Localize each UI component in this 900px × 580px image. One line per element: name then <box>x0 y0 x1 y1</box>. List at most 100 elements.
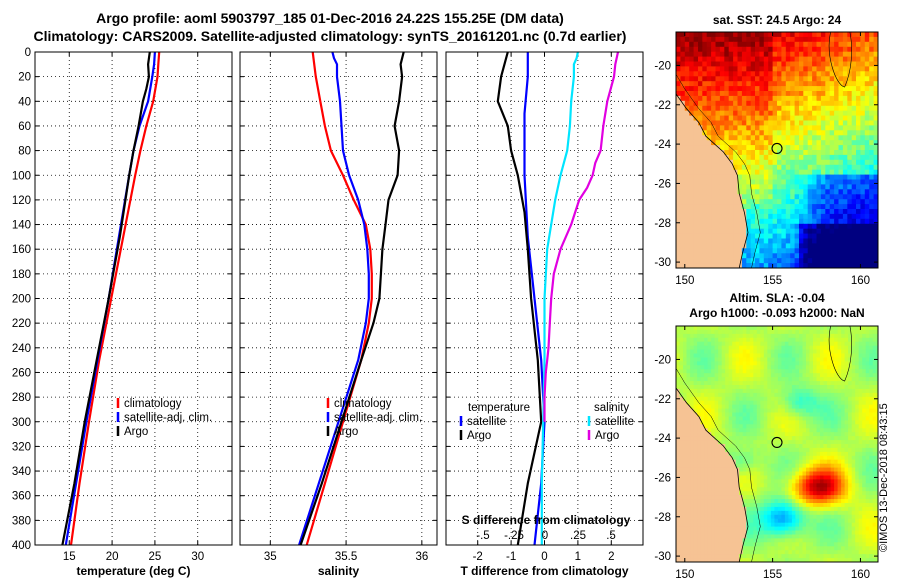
legend-header-salinity: salinity <box>594 402 629 414</box>
y-tick-label: 100 <box>12 170 31 182</box>
bathymetry-contour <box>676 367 761 562</box>
bathymetry-contour <box>828 326 852 382</box>
legend-label: climatology <box>334 398 392 410</box>
series-line-climatology <box>69 51 161 546</box>
legend-label: Argo <box>334 426 358 438</box>
lon-tick-label: 150 <box>675 569 694 580</box>
lat-tick-label: -20 <box>654 60 671 72</box>
legend-label: satellite <box>467 416 506 428</box>
secondary-axis-label: S difference from climatology <box>462 513 631 527</box>
x-tick-label: 20 <box>106 551 119 563</box>
y-tick-label: 300 <box>12 417 31 429</box>
lat-tick-label: -22 <box>654 394 671 406</box>
secondary-tick-label: -.5 <box>476 530 489 542</box>
lon-tick-label: 150 <box>675 275 694 287</box>
secondary-tick-label: 0 <box>542 530 548 542</box>
x-tick-label: 35 <box>264 551 277 563</box>
lat-tick-label: -28 <box>654 218 671 230</box>
y-tick-label: 240 <box>12 343 31 355</box>
y-tick-label: 140 <box>12 220 31 232</box>
y-tick-label: 400 <box>12 540 31 552</box>
lon-tick-label: 160 <box>851 569 870 580</box>
series-line-satellite-adj-clim- <box>298 51 370 546</box>
series-line-s-satellite <box>540 51 579 545</box>
y-tick-label: 20 <box>18 72 31 84</box>
legend-label: Argo <box>595 430 619 442</box>
x-tick-label: 1 <box>575 551 581 563</box>
lon-tick-label: 160 <box>851 275 870 287</box>
lat-tick-label: -28 <box>654 512 671 524</box>
legend-label: satellite-adj. clim. <box>334 412 422 424</box>
y-tick-label: 220 <box>12 318 31 330</box>
y-tick-label: 380 <box>12 515 31 527</box>
y-tick-label: 120 <box>12 195 31 207</box>
sst_map-panel: 150 155 160 -20 -22 -24 -26 -28 -30 sat. SST: 24.… <box>654 13 879 287</box>
y-tick-label: 0 <box>25 47 31 59</box>
map-title: sat. SST: 24.5 Argo: 24 <box>713 13 842 27</box>
y-tick-label: 80 <box>18 146 31 158</box>
lat-tick-label: -26 <box>654 178 671 190</box>
plot-frame <box>445 51 644 546</box>
series-line-t-argo <box>496 51 543 546</box>
x-axis-label: T difference from climatology <box>460 564 628 578</box>
map-field <box>676 326 878 562</box>
map-title: Altim. SLA: -0.04 <box>729 291 825 305</box>
lat-tick-label: -30 <box>654 257 671 269</box>
map-frame <box>675 325 879 563</box>
map-frame <box>675 31 879 269</box>
x-tick-label: 15 <box>63 551 76 563</box>
plot-frame <box>239 51 438 546</box>
bathymetry-contour <box>676 73 761 268</box>
lon-tick-label: 155 <box>763 569 782 580</box>
lat-tick-label: -26 <box>654 472 671 484</box>
y-tick-label: 200 <box>12 294 31 306</box>
map-title: Argo h1000: -0.093 h2000: NaN <box>689 306 864 320</box>
y-tick-label: 280 <box>12 392 31 404</box>
x-tick-label: 25 <box>149 551 162 563</box>
x-tick-label: 0 <box>541 551 547 563</box>
salinity-panel: 35 35.5 36 salinity climatology satellite-adj… <box>239 51 438 578</box>
lon-tick-label: 155 <box>763 275 782 287</box>
plot-frame <box>34 51 233 546</box>
y-tick-label: 360 <box>12 491 31 503</box>
lat-tick-label: -30 <box>654 551 671 563</box>
legend-label: satellite-adj. clim. <box>124 412 212 424</box>
series-line-argo <box>61 51 151 546</box>
lat-tick-label: -22 <box>654 100 671 112</box>
figure-title-line2: Climatology: CARS2009. Satellite-adjuste… <box>33 28 627 44</box>
x-axis-label: temperature (deg C) <box>76 564 190 578</box>
legend-label: Argo <box>467 430 491 442</box>
legend-label: climatology <box>124 398 182 410</box>
x-tick-label: 36 <box>415 551 428 563</box>
x-axis-label: salinity <box>318 564 360 578</box>
lat-tick-label: -24 <box>654 433 671 445</box>
x-tick-label: 2 <box>608 551 614 563</box>
argo-location-marker <box>771 142 783 154</box>
series-line-s-argo <box>543 51 620 422</box>
coastline <box>676 387 749 562</box>
copyright-note: ©IMOS 13-Dec-2018 08:43:15 <box>878 403 890 552</box>
legend-header-temperature: temperature <box>468 402 530 414</box>
sla_map-panel: 150 155 160 -20 -22 -24 -26 -28 -30 Altim. SLA: -… <box>654 291 879 580</box>
y-tick-label: 180 <box>12 269 31 281</box>
lat-tick-label: -20 <box>654 354 671 366</box>
x-tick-label: -2 <box>473 551 483 563</box>
secondary-tick-label: .5 <box>606 530 616 542</box>
y-tick-label: 340 <box>12 466 31 478</box>
secondary-tick-label: .25 <box>570 530 586 542</box>
secondary-tick-label: -.25 <box>504 530 524 542</box>
y-tick-label: 160 <box>12 244 31 256</box>
map-field <box>676 32 878 268</box>
differences-panel: -2 -1 0 1 2T difference from climatology temp… <box>445 51 644 578</box>
coastline <box>676 93 749 268</box>
x-tick-label: 30 <box>191 551 204 563</box>
bathymetry-contour <box>828 32 852 88</box>
temperature-panel: 15 20 25 3002040608010012014016018020022024… <box>12 47 233 578</box>
y-tick-label: 320 <box>12 441 31 453</box>
y-tick-label: 260 <box>12 367 31 379</box>
x-tick-label: 35.5 <box>335 551 357 563</box>
y-tick-label: 40 <box>18 96 31 108</box>
series-line-argo <box>299 51 405 546</box>
x-tick-label: -1 <box>506 551 516 563</box>
